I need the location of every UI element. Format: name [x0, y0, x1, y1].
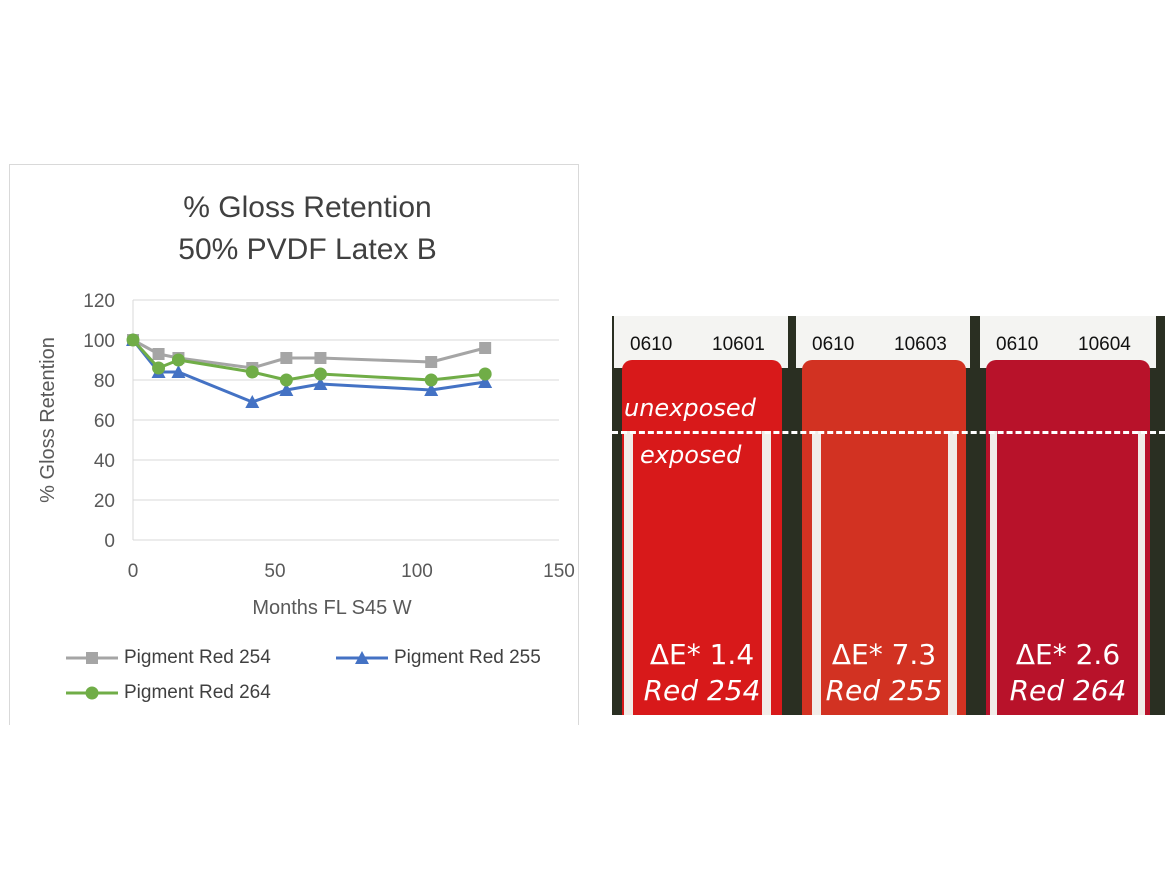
data-point-triangle	[424, 383, 439, 396]
data-point-circle	[245, 365, 259, 379]
sample-edge-stripe	[948, 431, 957, 715]
data-point-triangle	[171, 365, 186, 378]
sample-code-left: 0610	[996, 334, 1039, 355]
legend-marker-triangle-icon	[336, 651, 388, 664]
data-point-square	[280, 352, 293, 364]
y-tick-label: 120	[83, 291, 115, 312]
chart-title: % Gloss Retention	[183, 191, 432, 224]
data-point-circle	[152, 361, 166, 375]
sample-photo: 0610 10601 ΔE* 1.4 Red 254 0610 10603 ΔE…	[612, 316, 1165, 715]
data-point-triangle	[313, 377, 328, 390]
exposure-divider-line	[612, 431, 1165, 434]
legend-label: Pigment Red 264	[124, 682, 271, 703]
y-axis-title: % Gloss Retention	[37, 337, 59, 503]
sample-edge-stripe	[762, 431, 771, 715]
sample-swatch	[986, 360, 1150, 715]
sample-swatch	[622, 360, 782, 715]
data-point-square	[314, 352, 327, 364]
legend-item-red-255: Pigment Red 255	[336, 647, 541, 669]
sample-name: Red 264	[1009, 674, 1127, 707]
legend-marker-circle-icon	[66, 686, 118, 700]
x-tick-label: 100	[401, 561, 433, 582]
legend-label: Pigment Red 254	[124, 647, 271, 668]
sample-code-left: 0610	[630, 334, 673, 355]
sample-label-card: 0610 10601	[614, 316, 788, 368]
legend-label: Pigment Red 255	[394, 647, 541, 668]
sample-panel-red-254: 0610 10601 ΔE* 1.4 Red 254	[612, 316, 792, 715]
sample-edge-stripe	[990, 431, 997, 715]
data-point-circle	[171, 353, 185, 367]
sample-name: Red 255	[825, 674, 943, 707]
data-point-circle	[313, 367, 327, 381]
chart-subtitle: 50% PVDF Latex B	[178, 233, 437, 266]
data-point-circle	[478, 367, 492, 381]
sample-name: Red 254	[643, 674, 761, 707]
sample-label-card: 0610 10603	[796, 316, 970, 368]
x-tick-label: 150	[543, 561, 575, 582]
sample-swatch	[802, 360, 966, 715]
sample-code-left: 0610	[812, 334, 855, 355]
sample-code-right: 10601	[712, 334, 765, 355]
data-point-circle	[424, 373, 438, 387]
data-point-square	[425, 356, 438, 368]
x-axis-title: Months FL S45 W	[252, 597, 411, 619]
y-tick-label: 0	[104, 531, 115, 552]
y-tick-label: 20	[94, 491, 115, 512]
sample-code-right: 10604	[1078, 334, 1131, 355]
exposed-label: exposed	[640, 441, 742, 469]
delta-e-value: ΔE* 1.4	[649, 638, 755, 671]
data-point-triangle	[279, 383, 294, 396]
data-point-square	[152, 348, 165, 360]
sample-label-card: 0610 10604	[980, 316, 1156, 368]
chart-panel: % Gloss Retention 50% PVDF Latex B 0 20 40…	[9, 164, 579, 725]
unexposed-label: unexposed	[624, 394, 756, 422]
sample-edge-stripe	[812, 431, 821, 715]
x-tick-label: 0	[128, 561, 139, 582]
sample-edge-stripe	[624, 431, 633, 715]
data-point-circle	[126, 333, 140, 347]
legend-item-red-264: Pigment Red 264	[66, 682, 271, 704]
delta-e-value: ΔE* 7.3	[831, 638, 937, 671]
chart-plot: 0 20 40 60 80 100 120 0 50 100 150 Months FL S45 W%…	[37, 291, 575, 619]
y-tick-label: 40	[94, 451, 115, 472]
data-point-square	[479, 342, 492, 354]
data-point-triangle	[245, 395, 260, 408]
y-tick-label: 80	[94, 371, 115, 392]
legend-marker-square-icon	[66, 652, 118, 664]
data-point-triangle	[478, 375, 493, 388]
chart-title-block: % Gloss Retention 50% PVDF Latex B	[10, 187, 605, 271]
y-tick-label: 60	[94, 411, 115, 432]
sample-code-right: 10603	[894, 334, 947, 355]
y-tick-label: 100	[83, 331, 115, 352]
data-point-circle	[279, 373, 293, 387]
x-tick-label: 50	[264, 561, 285, 582]
sample-edge-stripe	[1138, 431, 1145, 715]
legend-item-red-254: Pigment Red 254	[66, 647, 271, 669]
sample-panel-red-255: 0610 10603 ΔE* 7.3 Red 255	[794, 316, 974, 715]
sample-panel-red-264: 0610 10604 ΔE* 2.6 Red 264	[976, 316, 1165, 715]
delta-e-value: ΔE* 2.6	[1015, 638, 1121, 671]
